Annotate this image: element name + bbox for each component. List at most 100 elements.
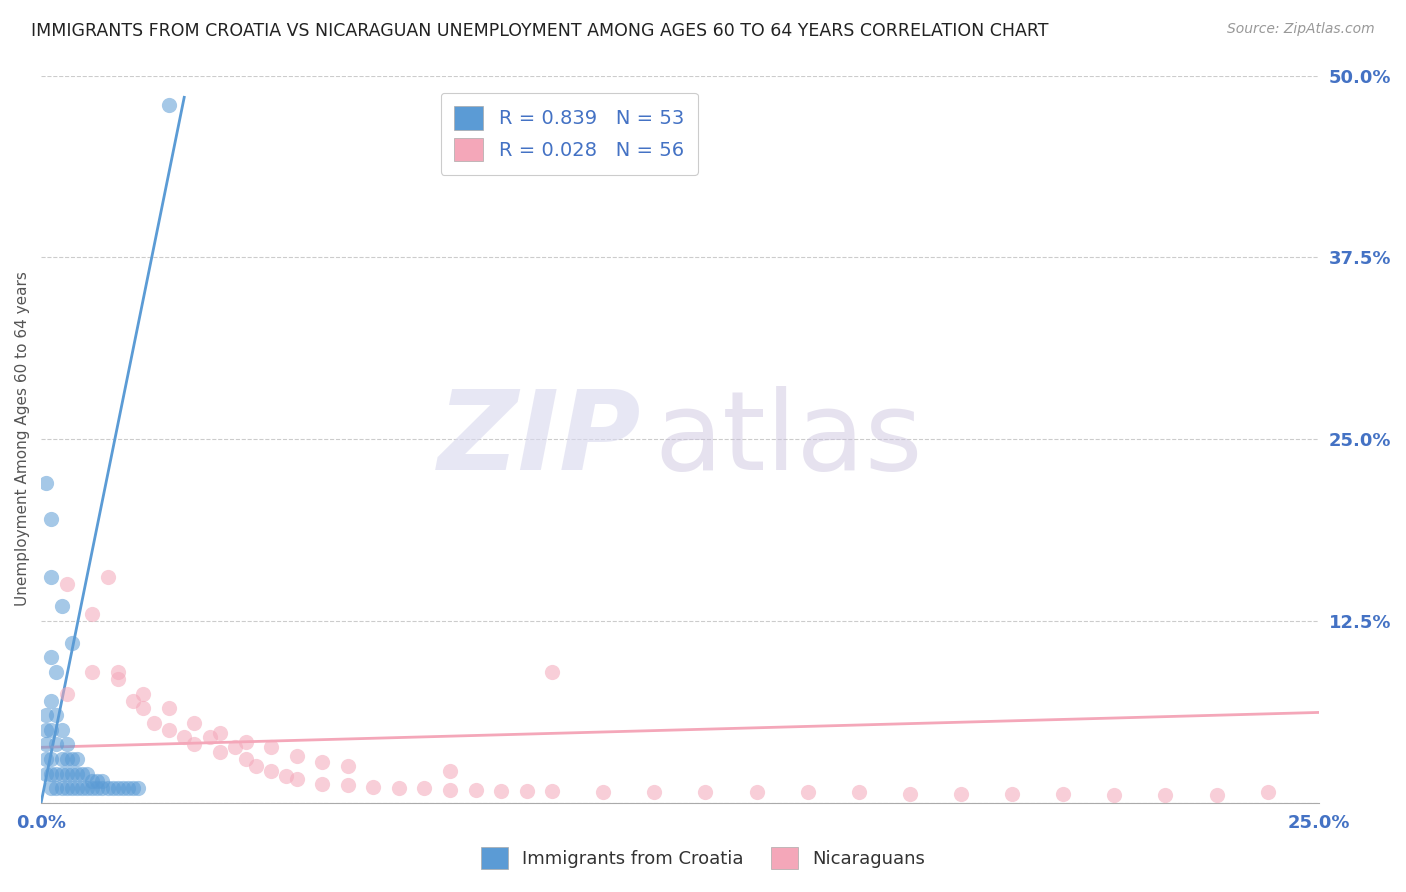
Point	[173, 730, 195, 744]
Point	[70, 780, 93, 795]
Point	[60, 635, 83, 649]
Point	[796, 785, 818, 799]
Legend: R = 0.839   N = 53, R = 0.028   N = 56: R = 0.839 N = 53, R = 0.028 N = 56	[440, 93, 697, 175]
Point	[363, 780, 385, 794]
Point	[86, 780, 108, 795]
Point	[41, 752, 63, 766]
Text: IMMIGRANTS FROM CROATIA VS NICARAGUAN UNEMPLOYMENT AMONG AGES 60 TO 64 YEARS COR: IMMIGRANTS FROM CROATIA VS NICARAGUAN UN…	[31, 22, 1049, 40]
Point	[86, 773, 108, 788]
Point	[208, 726, 231, 740]
Point	[41, 512, 63, 526]
Point	[55, 766, 77, 780]
Point	[55, 687, 77, 701]
Point	[70, 766, 93, 780]
Point	[107, 672, 129, 686]
Point	[51, 766, 73, 780]
Point	[101, 780, 124, 795]
Legend: Immigrants from Croatia, Nicaraguans: Immigrants from Croatia, Nicaraguans	[472, 838, 934, 879]
Point	[107, 780, 129, 795]
Point	[198, 730, 221, 744]
Point	[224, 740, 246, 755]
Point	[55, 752, 77, 766]
Point	[82, 665, 104, 679]
Point	[142, 715, 165, 730]
Point	[1104, 789, 1126, 803]
Point	[413, 780, 436, 795]
Point	[66, 780, 89, 795]
Point	[157, 97, 180, 112]
Point	[183, 715, 205, 730]
Point	[950, 787, 973, 801]
Point	[1001, 787, 1024, 801]
Point	[489, 784, 512, 798]
Point	[1205, 789, 1227, 803]
Point	[41, 650, 63, 665]
Point	[311, 755, 333, 769]
Point	[51, 752, 73, 766]
Point	[51, 780, 73, 795]
Point	[898, 787, 921, 801]
Point	[388, 780, 411, 795]
Point	[245, 759, 267, 773]
Point	[541, 665, 564, 679]
Point	[336, 778, 359, 792]
Point	[35, 752, 58, 766]
Point	[439, 764, 461, 778]
Point	[1154, 789, 1177, 803]
Point	[35, 738, 58, 752]
Point	[132, 701, 155, 715]
Point	[45, 738, 67, 752]
Point	[41, 694, 63, 708]
Point	[82, 607, 104, 621]
Point	[464, 782, 486, 797]
Point	[260, 764, 283, 778]
Point	[208, 745, 231, 759]
Point	[41, 766, 63, 780]
Point	[235, 752, 257, 766]
Point	[91, 780, 114, 795]
Point	[76, 780, 98, 795]
Point	[60, 752, 83, 766]
Point	[55, 780, 77, 795]
Point	[1257, 785, 1279, 799]
Point	[76, 766, 98, 780]
Point	[132, 687, 155, 701]
Point	[336, 759, 359, 773]
Point	[516, 784, 538, 798]
Point	[60, 780, 83, 795]
Point	[260, 740, 283, 755]
Point	[1052, 787, 1074, 801]
Point	[60, 766, 83, 780]
Point	[96, 570, 118, 584]
Point	[848, 785, 870, 799]
Point	[311, 777, 333, 791]
Point	[51, 599, 73, 614]
Point	[41, 723, 63, 737]
Point	[122, 780, 145, 795]
Point	[82, 773, 104, 788]
Text: atlas: atlas	[654, 385, 922, 492]
Point	[45, 766, 67, 780]
Point	[45, 708, 67, 723]
Point	[82, 780, 104, 795]
Point	[35, 708, 58, 723]
Point	[41, 570, 63, 584]
Point	[235, 734, 257, 748]
Point	[45, 780, 67, 795]
Point	[122, 694, 145, 708]
Point	[111, 780, 134, 795]
Point	[157, 701, 180, 715]
Point	[96, 780, 118, 795]
Point	[643, 785, 665, 799]
Point	[35, 766, 58, 780]
Point	[285, 749, 308, 764]
Point	[695, 785, 717, 799]
Point	[439, 782, 461, 797]
Point	[276, 769, 298, 783]
Point	[117, 780, 139, 795]
Point	[91, 773, 114, 788]
Point	[55, 577, 77, 591]
Point	[745, 785, 768, 799]
Point	[35, 475, 58, 490]
Point	[66, 752, 89, 766]
